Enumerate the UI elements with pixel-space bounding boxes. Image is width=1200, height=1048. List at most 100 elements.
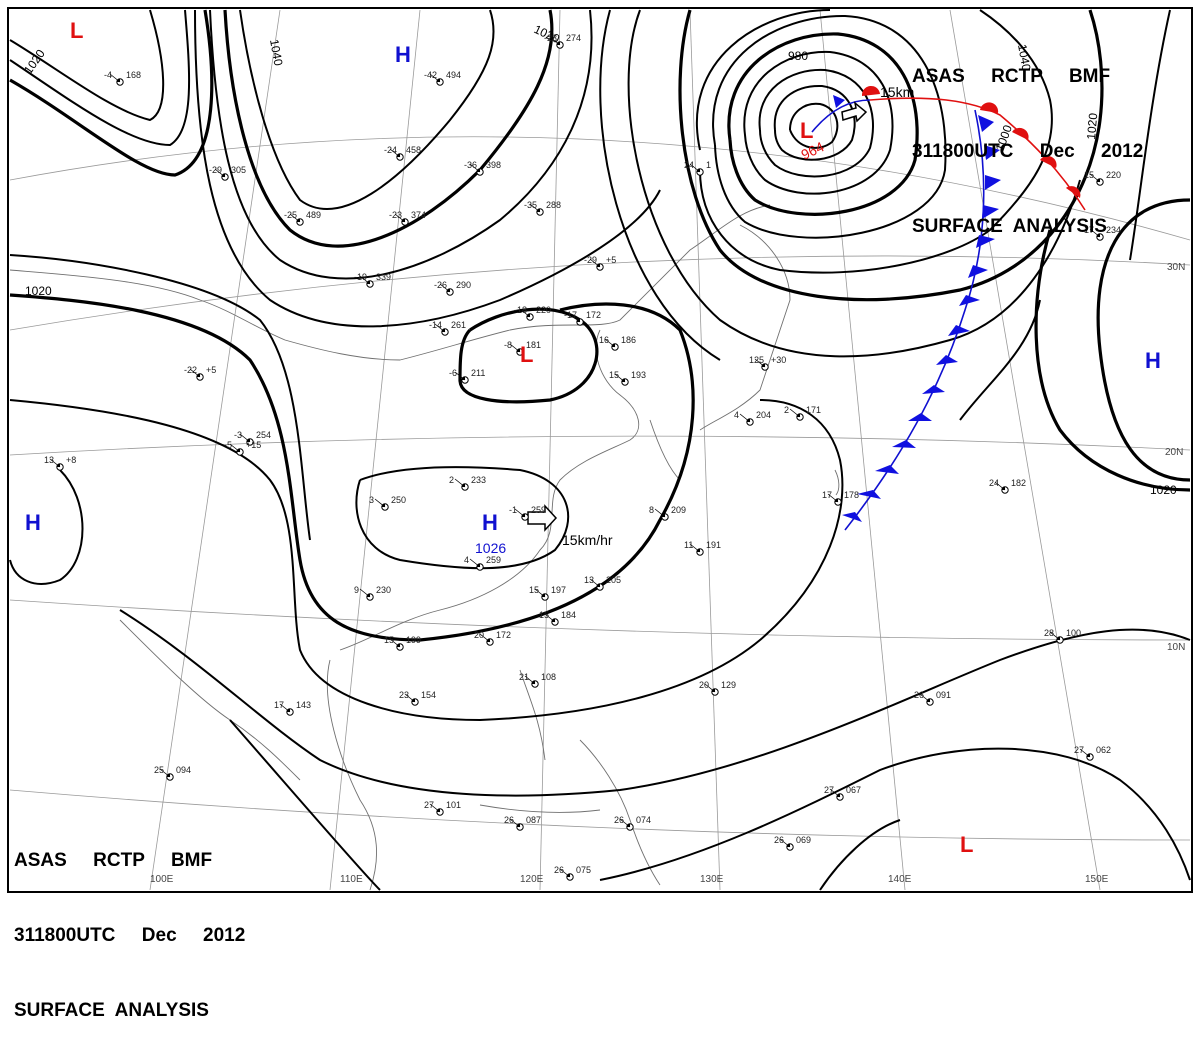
station-pressure: 075 (576, 865, 591, 875)
wind-barb (919, 693, 931, 703)
station-pressure: 143 (296, 700, 311, 710)
lon-label: 150E (1085, 874, 1109, 885)
station-temp: 17 (1084, 225, 1094, 235)
wind-barb (509, 343, 521, 353)
station-plot: 20 172 (474, 630, 511, 646)
station-pressure: 398 (486, 160, 501, 170)
station-temp: 27 (824, 785, 834, 795)
high-pressure-center: H (25, 510, 41, 535)
station-plot: 26 075 (554, 865, 591, 881)
station-plot: -14 261 (429, 320, 466, 336)
station-plot: -17 172 (564, 310, 601, 326)
station-plot: -29 +5 (584, 255, 616, 271)
station-temp: -29 (584, 255, 597, 265)
station-plot: -19 339 (354, 272, 391, 288)
low-pressure-center: L (70, 18, 83, 43)
wind-barb (479, 633, 491, 643)
station-temp: -17 (564, 310, 577, 320)
graticule (9, 9, 1191, 891)
station-plot: -23 274 (544, 33, 581, 49)
isobar-label: 980 (788, 49, 808, 63)
station-plot: 9 230 (354, 585, 391, 601)
wind-barb (704, 683, 716, 693)
station-temp: -18 (514, 305, 527, 315)
station-temp: 26 (554, 865, 564, 875)
cold-front (811, 95, 1001, 531)
wind-barb (529, 203, 541, 213)
wind-barb (389, 148, 401, 158)
lat-label: 20N (1165, 447, 1183, 458)
footer-line-3: SURFACE ANALYSIS (14, 1000, 209, 1021)
wind-barb (1089, 173, 1101, 183)
header-title: ASAS RCTP BMF 311800UTC Dec 2012 SURFACE… (912, 14, 1143, 264)
wind-barb (374, 498, 386, 508)
wind-barb (404, 693, 416, 703)
station-plot: 28 100 (1044, 628, 1081, 644)
system-symbol: L (960, 832, 973, 857)
station-pressure: 074 (636, 815, 651, 825)
station-pressure: 290 (456, 280, 471, 290)
wind-barb (689, 163, 701, 173)
station-temp: -36 (464, 160, 477, 170)
station-temp: 2 (449, 475, 454, 485)
station-temp: 26 (774, 835, 784, 845)
wind-barb (239, 433, 251, 443)
wind-barb (544, 613, 556, 623)
station-pressure: 220 (536, 305, 551, 315)
isobar-label: 1020 (25, 284, 52, 298)
station-plot: 2 233 (449, 475, 486, 491)
station-plot: 27 062 (1074, 745, 1111, 761)
station-plot: 15 199 (384, 635, 421, 651)
station-plot: 27 067 (824, 785, 861, 801)
wind-barb (514, 508, 526, 518)
station-plots: -4 168 -42 494-29 305-24 458-36 398-25 489 -23 37… (44, 33, 1121, 881)
station-temp: 27 (424, 800, 434, 810)
system-symbol: L (800, 118, 813, 143)
station-temp: 9 (354, 585, 359, 595)
station-plot: 25 094 (154, 765, 191, 781)
station-plot: 17 178 (822, 490, 859, 506)
wind-barb (569, 313, 581, 323)
wind-barb (159, 768, 171, 778)
system-symbol: L (520, 342, 533, 367)
system-pressure-value: 1026 (475, 540, 506, 556)
wind-barb (49, 458, 61, 468)
wind-barb (779, 838, 791, 848)
low-pressure-center: L (960, 832, 973, 857)
station-pressure: 087 (526, 815, 541, 825)
station-temp: 16 (599, 335, 609, 345)
station-temp: -8 (504, 340, 512, 350)
station-plot: -8 181 (504, 340, 541, 356)
station-pressure: +5 (606, 255, 616, 265)
station-plot: 15 197 (529, 585, 566, 601)
map-frame (7, 7, 1193, 893)
wind-barb (469, 558, 481, 568)
system-symbol: L (70, 18, 83, 43)
station-temp: 25 (154, 765, 164, 775)
wind-barb (519, 308, 531, 318)
station-temp: 26 (614, 815, 624, 825)
station-pressure: 101 (446, 800, 461, 810)
station-temp: -22 (184, 365, 197, 375)
station-plot: 13 +8 (44, 455, 76, 471)
station-plot: 8 209 (649, 505, 686, 521)
station-temp: 15 (529, 585, 539, 595)
station-plot: 11 191 (684, 540, 721, 556)
wind-barb (754, 358, 766, 368)
station-plot: -23 374 (389, 210, 426, 226)
lat-label: 30N (1167, 262, 1185, 273)
station-pressure: 100 (1066, 628, 1081, 638)
station-pressure: 261 (451, 320, 466, 330)
station-temp: 15 (384, 635, 394, 645)
station-temp: 13 (584, 575, 594, 585)
station-plot: -35 288 (524, 200, 561, 216)
station-plot: 125 +30 (749, 355, 786, 371)
wind-barb (549, 36, 561, 46)
station-temp: 4 (464, 555, 469, 565)
wind-barb (654, 508, 666, 518)
station-pressure: 374 (411, 210, 426, 220)
station-pressure: 181 (526, 340, 541, 350)
station-plot: -36 398 (464, 160, 501, 176)
station-temp: 21 (519, 672, 529, 682)
station-plot: 17 234 (1084, 225, 1121, 241)
